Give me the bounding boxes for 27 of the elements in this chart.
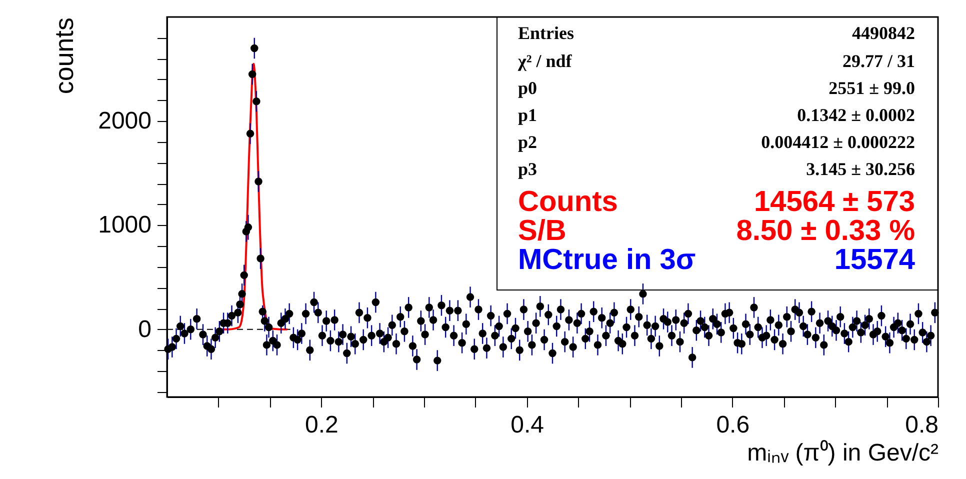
x-tick-label: 0.8 xyxy=(905,412,938,438)
annotation: MCtrue in 3σ xyxy=(518,244,696,276)
annotation: p2 xyxy=(518,132,538,152)
x-tick-label: 0.2 xyxy=(305,412,338,438)
annotation: 15574 xyxy=(834,244,915,276)
annotation: p0 xyxy=(518,78,538,98)
annotation: 2551 ± 99.0 xyxy=(828,78,915,98)
annotation: 0.1342 ± 0.0002 xyxy=(797,105,915,125)
y-tick-label: 2000 xyxy=(98,108,152,135)
x-tick-label: 0.6 xyxy=(716,412,750,438)
annotation: Entries xyxy=(518,23,574,43)
y-axis-title: counts xyxy=(49,18,80,94)
annotation: S/B xyxy=(518,215,566,247)
annotation: 0.004412 ± 0.000222 xyxy=(761,132,915,152)
annotation: χ² / ndf xyxy=(517,51,573,71)
annotation: 29.77 / 31 xyxy=(842,51,915,71)
y-tick-label: 0 xyxy=(138,316,152,343)
annotation: 4490842 xyxy=(852,23,915,43)
x-tick-label: 0.4 xyxy=(510,412,544,438)
annotation: 14564 ± 573 xyxy=(754,186,915,218)
annotation: p1 xyxy=(518,105,538,125)
annotation: p3 xyxy=(518,159,538,179)
annotation: Counts xyxy=(518,186,618,218)
y-tick-label: 1000 xyxy=(98,212,152,239)
annotation: 8.50 ± 0.33 % xyxy=(736,215,916,247)
x-axis-title: mᵢₙᵥ (π⁰) in Gev/c² xyxy=(747,440,938,466)
annotation: 3.145 ± 30.256 xyxy=(806,159,915,179)
